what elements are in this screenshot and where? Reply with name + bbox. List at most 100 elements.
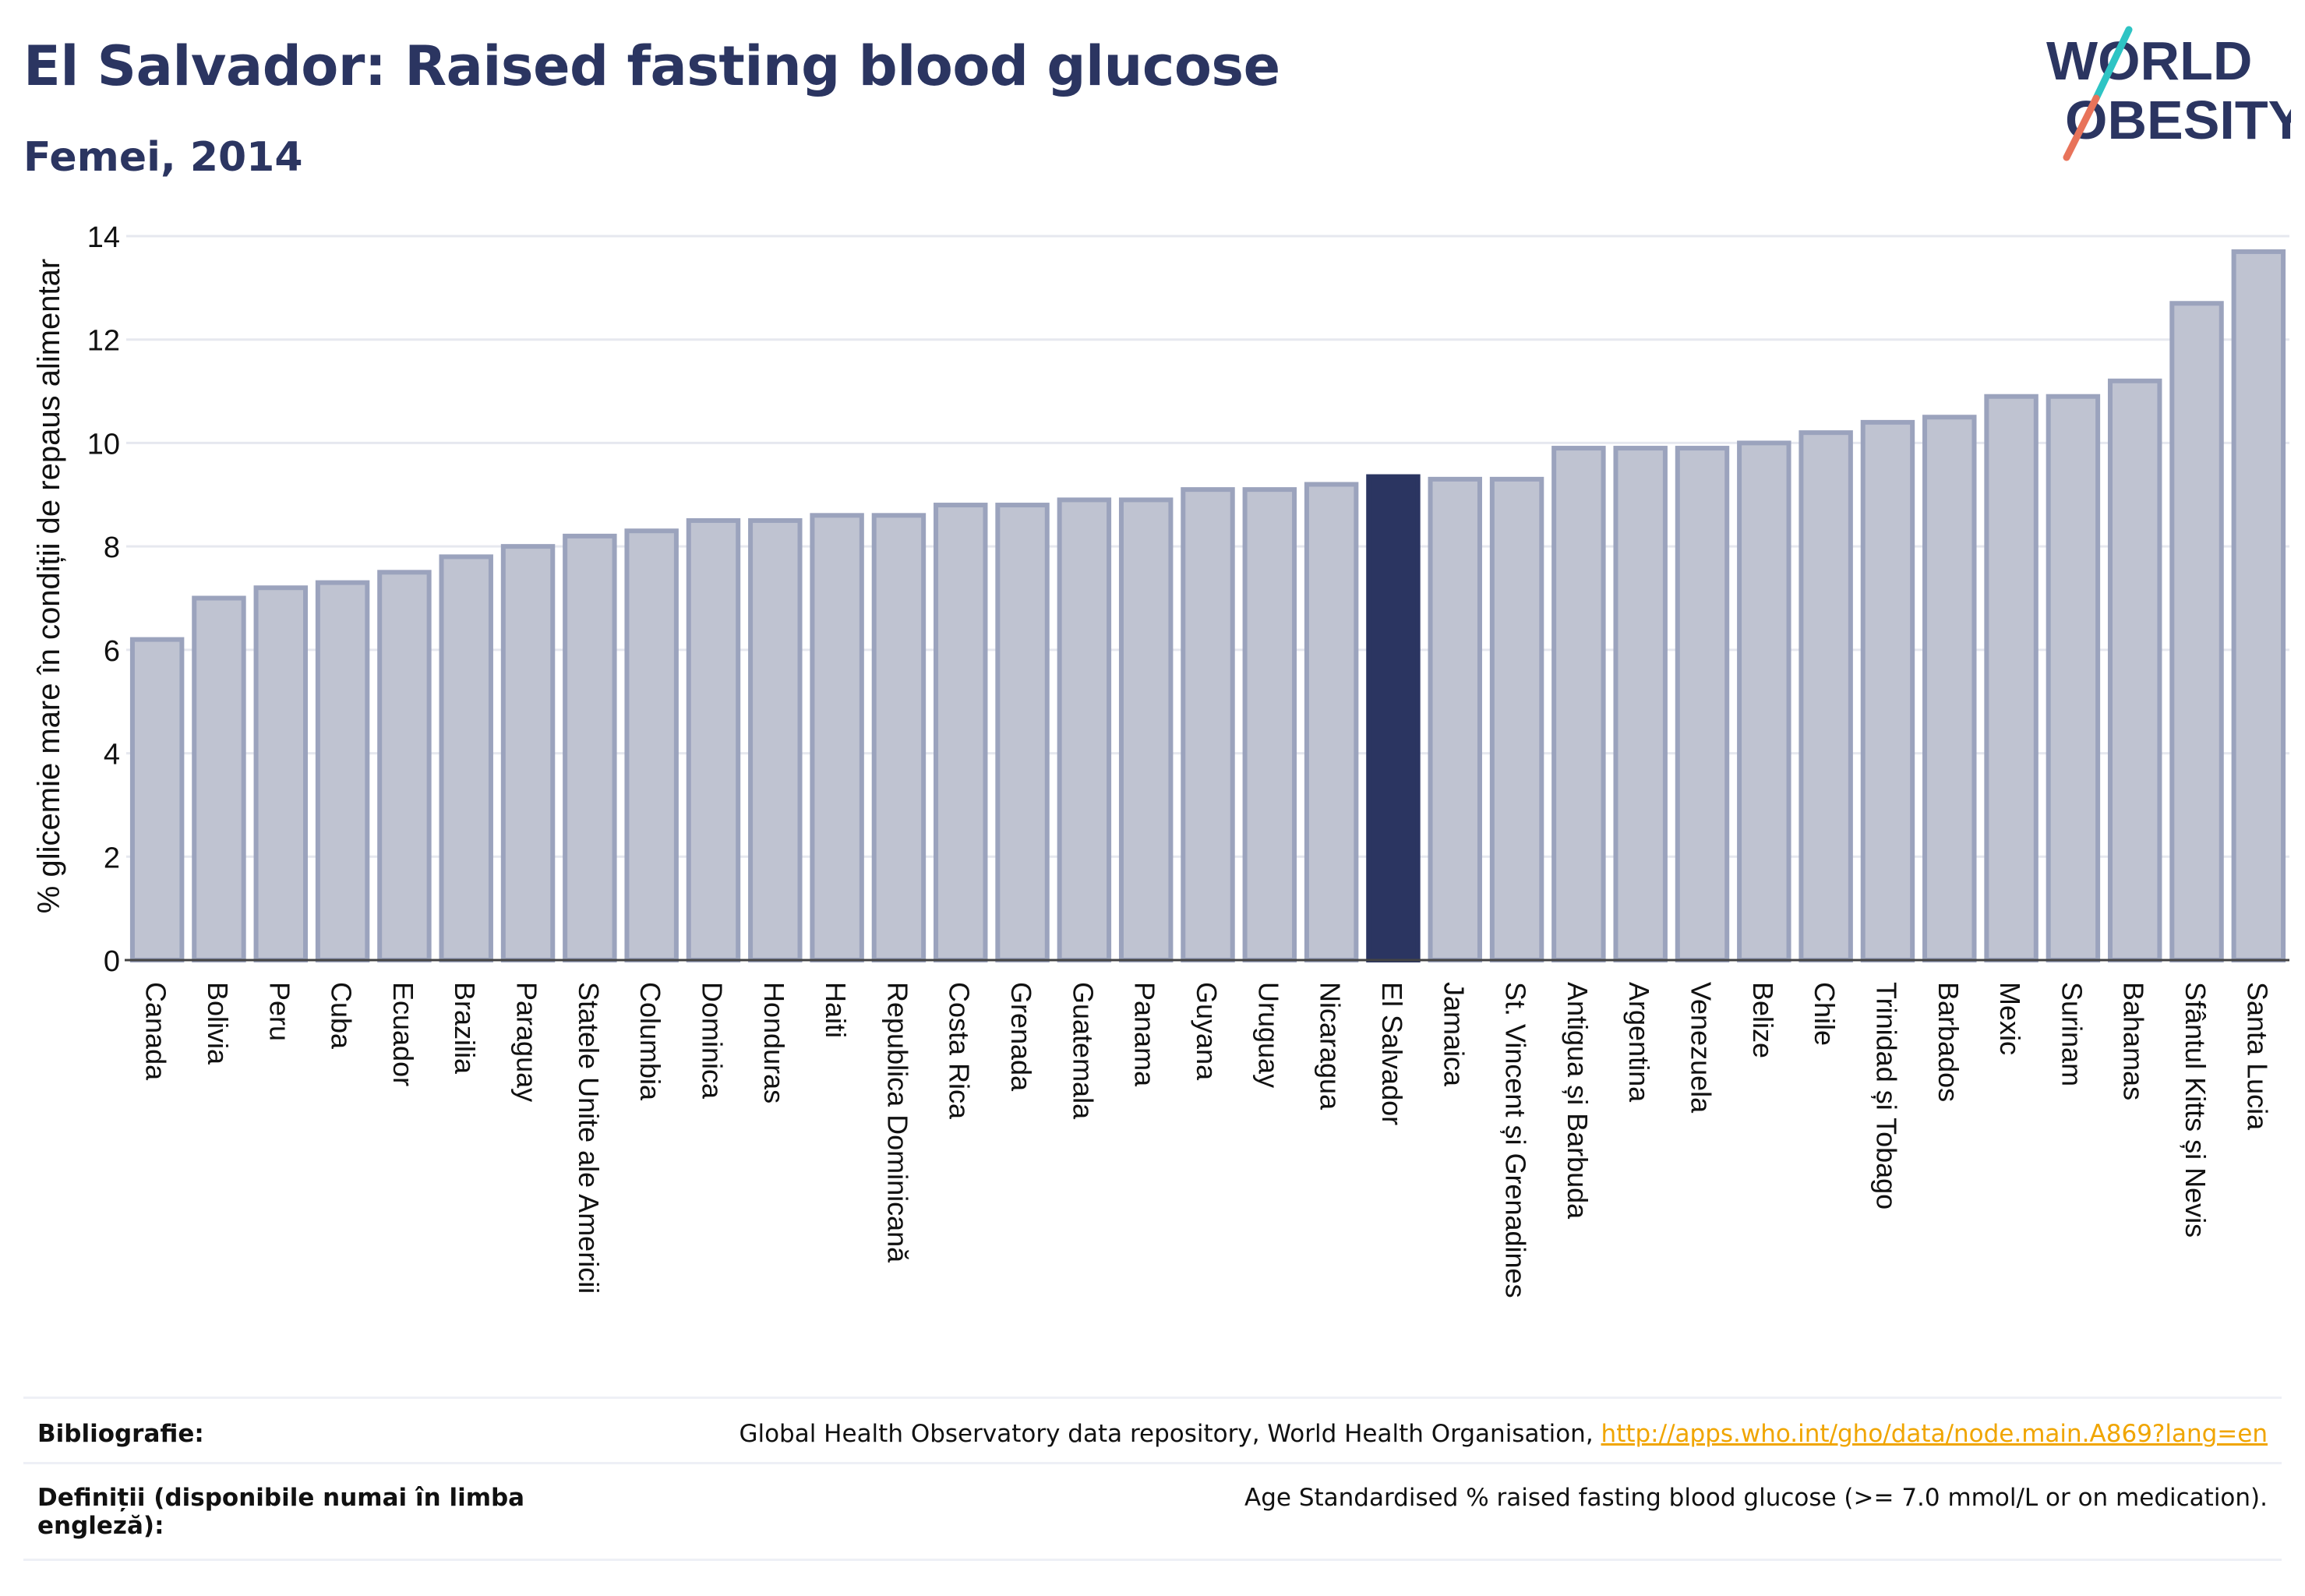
bar — [1489, 476, 1544, 962]
x-tick-label: Costa Rica — [944, 982, 976, 1120]
bibliography-label: Bibliografie: — [37, 1420, 204, 1448]
bar — [686, 517, 741, 962]
bar — [1428, 476, 1482, 962]
definitions-label: Definiții (disponibile numai în limba eng… — [37, 1484, 524, 1540]
x-tick-label: Cuba — [326, 982, 358, 1050]
bar — [810, 513, 864, 962]
x-tick-label: Republica Dominicană — [881, 982, 913, 1263]
bar — [439, 554, 493, 962]
definitions-label-line1: Definiții (disponibile numai în limba — [37, 1484, 525, 1512]
bar — [500, 544, 556, 962]
x-tick-label: Guatemala — [1067, 982, 1099, 1120]
bar — [1984, 394, 2038, 962]
x-tick-label: Venezuela — [1686, 982, 1717, 1114]
x-tick-label: Uruguay — [1252, 982, 1284, 1088]
y-tick-labels: 0 2 4 6 8 10 12 14 — [87, 221, 120, 978]
y-axis-label: % glicemie mare în condiții de repaus al… — [32, 259, 66, 913]
bar — [1551, 446, 1606, 962]
x-tick-label: Nicaragua — [1315, 982, 1347, 1110]
footer-divider-bottom — [23, 1559, 2282, 1561]
bar — [129, 637, 185, 962]
bibliography-link[interactable]: http://apps.who.int/gho/data/node.main.A… — [1601, 1420, 2268, 1448]
logo-slash-top — [2092, 26, 2133, 102]
x-tick-label: Argentina — [1623, 982, 1655, 1103]
logo-text-obesity: OBESITY — [2065, 90, 2291, 150]
bar — [1613, 446, 1668, 962]
definitions-value: Age Standardised % raised fasting blood … — [1244, 1484, 2268, 1512]
bibliography-text: Global Health Observatory data repositor… — [739, 1420, 1601, 1448]
bar — [315, 580, 370, 962]
page-subtitle: Femei, 2014 — [23, 134, 303, 181]
y-tick-label: 8 — [104, 531, 120, 564]
bar — [1675, 446, 1730, 962]
x-tick-label: Trinidad și Tobago — [1870, 982, 1902, 1209]
bar — [253, 585, 309, 962]
bar — [1860, 419, 1915, 962]
y-tick-label: 14 — [87, 221, 120, 254]
y-tick-label: 0 — [104, 945, 120, 978]
x-tick-label: Haiti — [820, 982, 852, 1038]
x-tick-label: Antigua și Barbuda — [1562, 982, 1594, 1220]
x-tick-label: Barbados — [1933, 982, 1964, 1102]
bar — [377, 570, 432, 962]
logo-text-world: WORLD — [2046, 30, 2252, 91]
x-tick-label: Surinam — [2056, 982, 2088, 1086]
bar — [1242, 487, 1297, 962]
bars — [129, 249, 2286, 962]
x-tick-label: Grenada — [1005, 982, 1037, 1092]
x-tick-label: Panama — [1129, 982, 1161, 1087]
x-tick-labels: Canada Bolivia Peru Cuba Ecuador Brazilia Para… — [140, 982, 2274, 1298]
x-tick-label: St. Vincent și Grenadines — [1500, 982, 1532, 1298]
y-tick-label: 6 — [104, 635, 120, 668]
x-tick-label: Chile — [1809, 982, 1841, 1046]
x-tick-label: El Salvador — [1376, 982, 1408, 1125]
bar — [1304, 482, 1359, 962]
x-tick-label: Sfântul Kitts și Nevis — [2180, 982, 2211, 1238]
x-tick-label: Paraguay — [511, 982, 543, 1102]
x-tick-label: Guyana — [1191, 982, 1223, 1081]
x-tick-label: Jamaica — [1438, 982, 1470, 1087]
x-tick-label: Honduras — [758, 982, 790, 1103]
bar-highlight — [1366, 474, 1421, 962]
bar — [748, 517, 803, 962]
bar — [2107, 378, 2162, 962]
bar — [563, 533, 617, 962]
y-tick-label: 12 — [87, 325, 120, 358]
definitions-label-line2: engleză): — [37, 1512, 164, 1540]
bar — [192, 595, 246, 962]
x-tick-label: Santa Lucia — [2241, 982, 2273, 1131]
bar — [1181, 487, 1235, 962]
bar — [871, 513, 927, 962]
x-tick-label: Bolivia — [202, 982, 234, 1065]
bar — [1737, 440, 1791, 962]
bar — [995, 503, 1050, 962]
logo-slash-bottom — [2063, 94, 2100, 161]
x-tick-label: Peru — [263, 982, 295, 1041]
footer-divider-middle — [23, 1462, 2282, 1464]
x-tick-label: Statele Unite ale Americii — [573, 982, 605, 1294]
x-tick-label: Dominica — [696, 982, 728, 1100]
bar-chart: 0 2 4 6 8 10 12 14 Canada Bolivia Peru Cuba Ecuador… — [32, 221, 2289, 1298]
x-tick-label: Brazilia — [449, 982, 481, 1075]
footer-divider-top — [23, 1396, 2282, 1399]
page-title: El Salvador: Raised fasting blood glucos… — [23, 34, 1280, 98]
x-tick-label: Ecuador — [387, 982, 419, 1086]
x-tick-label: Columbia — [634, 982, 666, 1101]
x-tick-label: Canada — [140, 982, 172, 1081]
x-tick-label: Mexic — [1994, 982, 2026, 1055]
world-obesity-logo: WORLD OBESITY — [2046, 26, 2291, 161]
y-tick-label: 10 — [87, 428, 120, 461]
y-tick-label: 2 — [104, 842, 120, 874]
bar — [1798, 430, 1853, 962]
bar — [2046, 394, 2101, 962]
bar — [2169, 301, 2224, 962]
bar — [1118, 497, 1174, 962]
bar — [1057, 497, 1112, 962]
bar — [934, 503, 988, 962]
y-tick-label: 4 — [104, 739, 120, 772]
bar — [2231, 249, 2286, 962]
bar — [1922, 415, 1977, 962]
bar — [624, 528, 679, 962]
bibliography-value: Global Health Observatory data repositor… — [739, 1420, 2268, 1448]
x-tick-label: Belize — [1747, 982, 1779, 1058]
